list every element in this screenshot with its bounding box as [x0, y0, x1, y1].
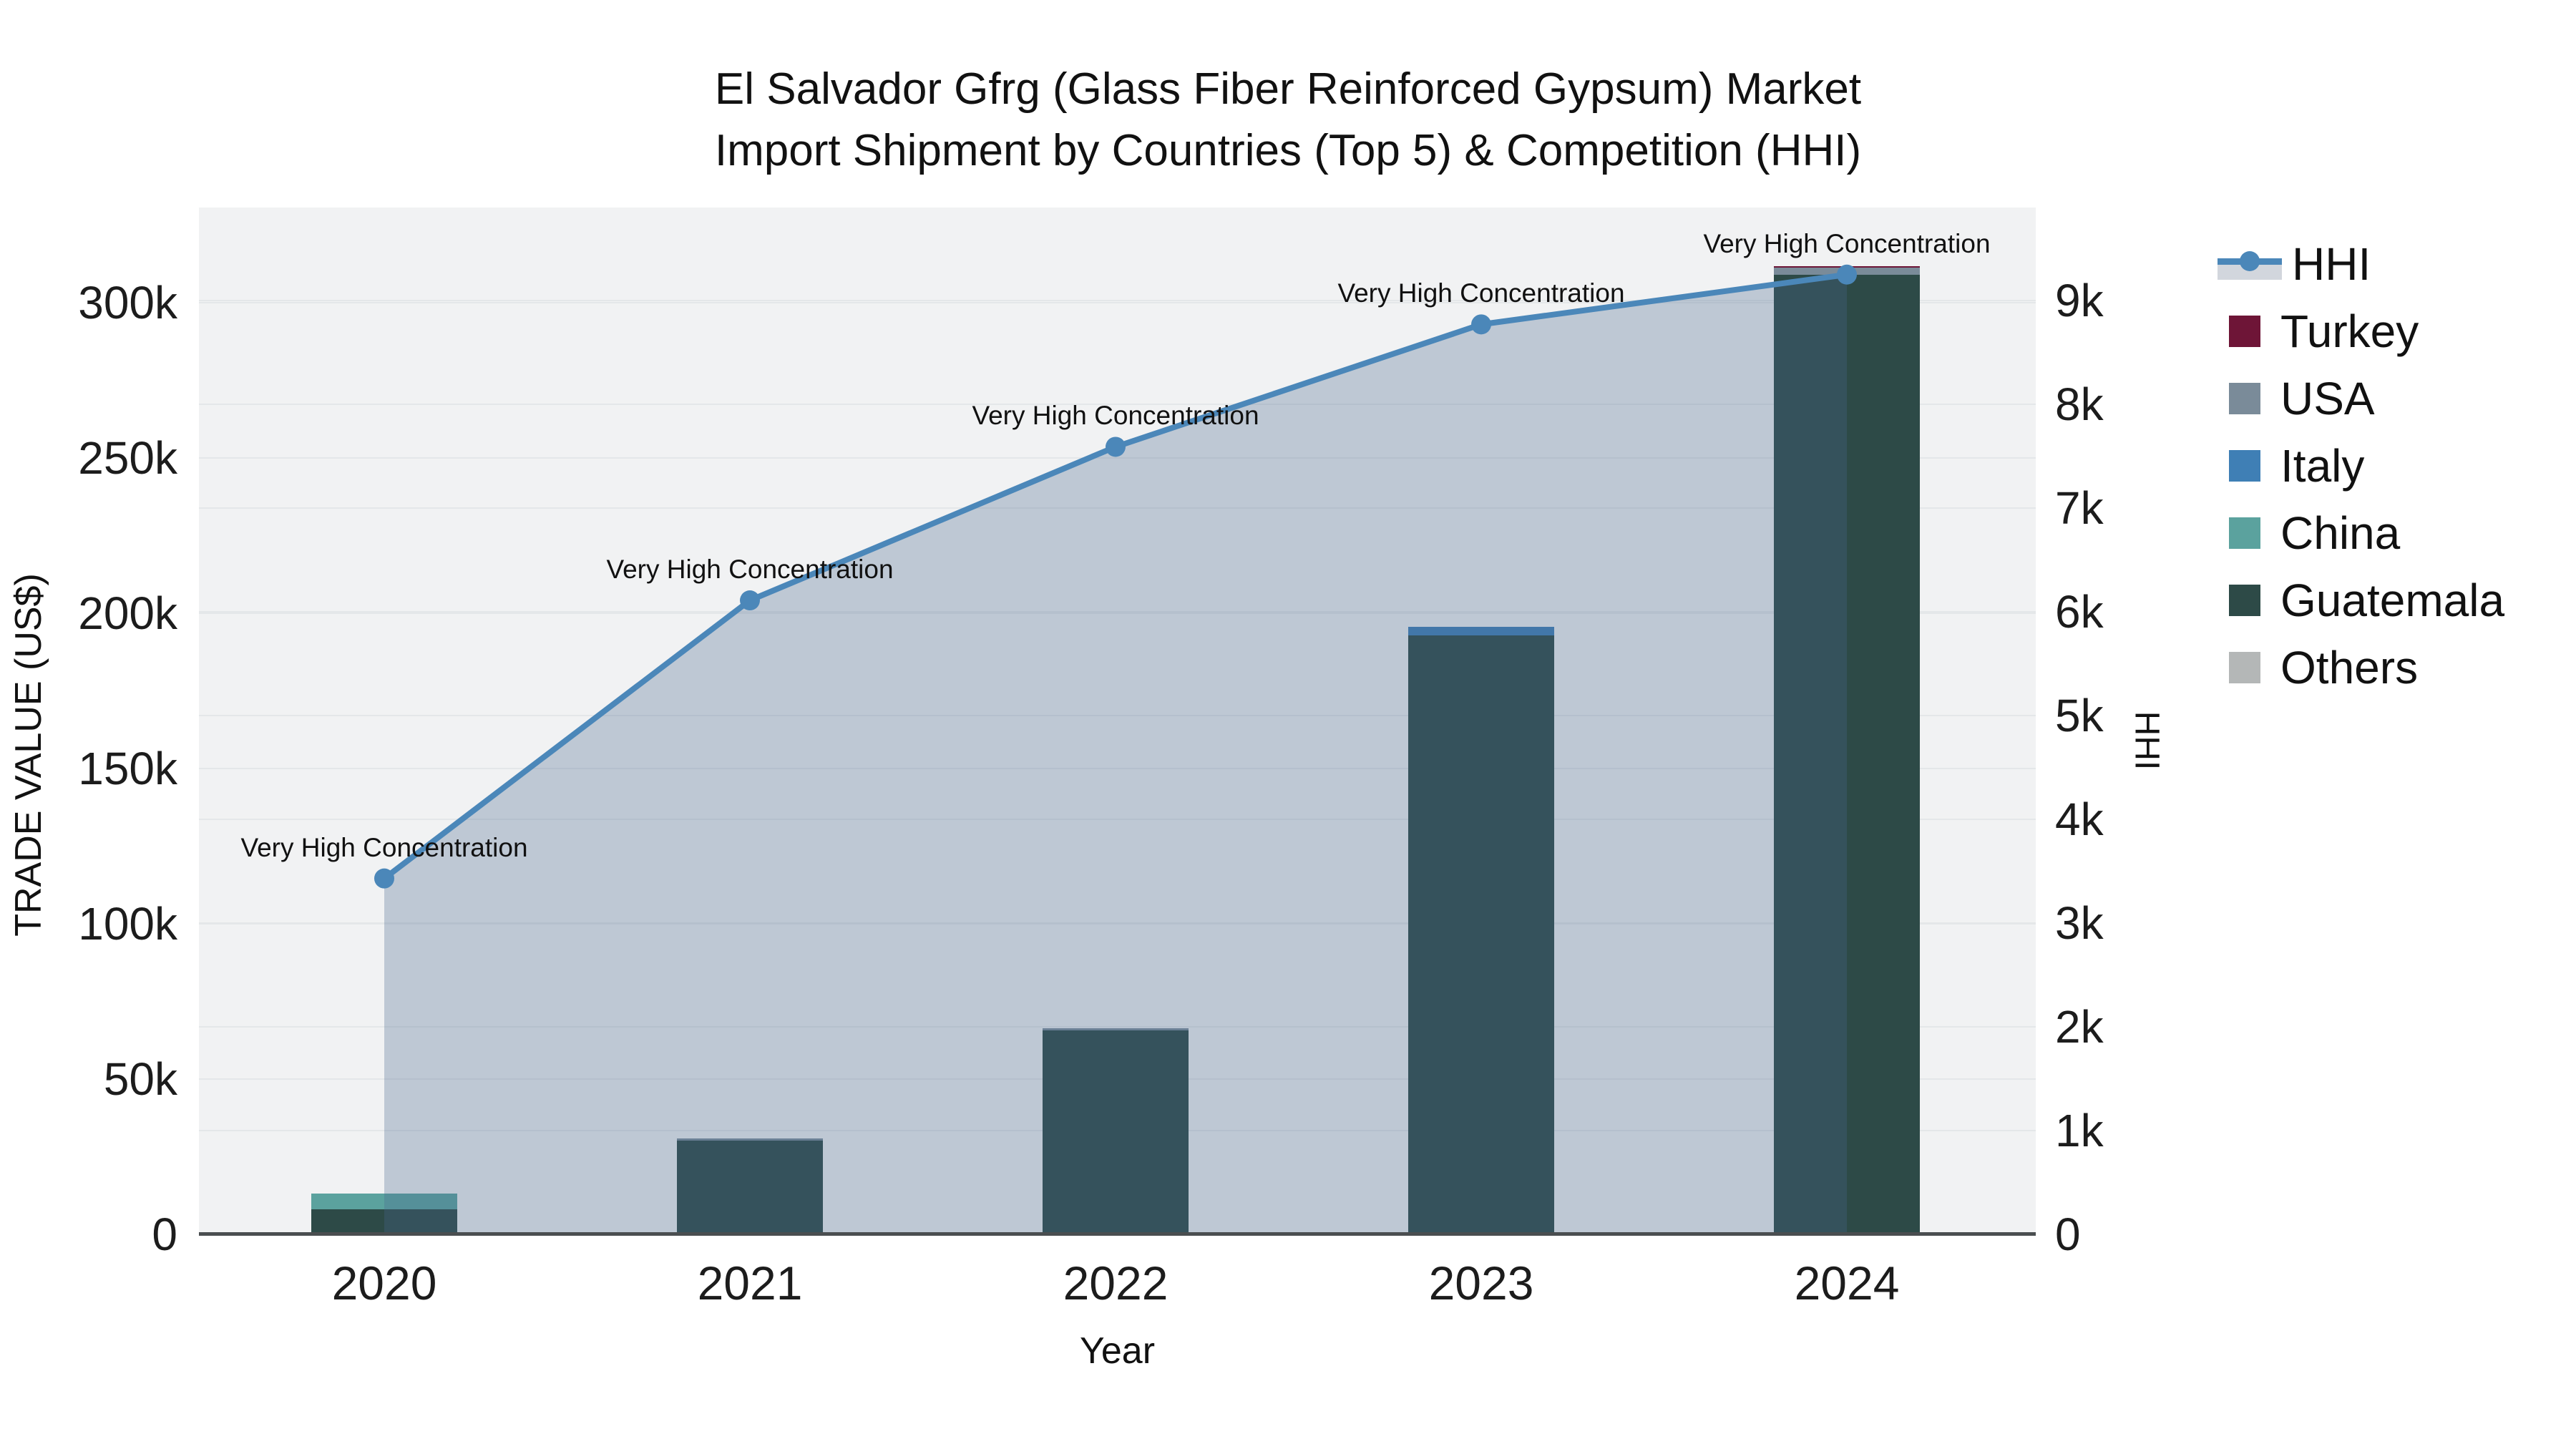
- xtick-2024: 2024: [1794, 1257, 1900, 1309]
- gridline-trade-value: [199, 768, 2036, 769]
- xtick-2021: 2021: [697, 1257, 803, 1309]
- gridline-hhi: [199, 300, 2036, 301]
- bar-segment-usa-2022[interactable]: [1043, 1028, 1189, 1031]
- ytick-right-6k: 6k: [2055, 586, 2104, 638]
- gridline-trade-value: [199, 613, 2036, 614]
- bar-segment-guatemala-2020[interactable]: [311, 1209, 457, 1234]
- gridline-trade-value: [199, 923, 2036, 924]
- legend-item-china[interactable]: China: [2229, 499, 2504, 567]
- legend-label-usa: USA: [2280, 373, 2375, 424]
- bar-segment-guatemala-2023[interactable]: [1408, 635, 1554, 1234]
- ytick-right-2k: 2k: [2055, 1001, 2104, 1053]
- legend-swatch-italy-icon: [2229, 450, 2260, 482]
- hhi-marker-2022[interactable]: [1106, 436, 1126, 457]
- legend-label-others: Others: [2280, 642, 2419, 693]
- ytick-right-1k: 1k: [2055, 1105, 2104, 1156]
- gridline-hhi: [199, 1026, 2036, 1028]
- plot-area: Very High Concentration Very High Concent…: [199, 208, 2036, 1234]
- x-axis-line: [199, 1232, 2036, 1236]
- gridline-hhi: [199, 507, 2036, 509]
- bar-segment-guatemala-2022[interactable]: [1043, 1030, 1189, 1234]
- hhi-marker-2024[interactable]: [1837, 264, 1857, 285]
- hhi-marker-2023[interactable]: [1471, 314, 1491, 335]
- hhi-area-fill: [384, 274, 1847, 1234]
- legend-item-hhi[interactable]: HHI: [2218, 230, 2504, 298]
- xtick-2023: 2023: [1428, 1257, 1534, 1309]
- legend-label-turkey: Turkey: [2280, 306, 2419, 357]
- y-axis-title-right: HHI: [2127, 711, 2166, 771]
- ytick-left-300k: 300k: [78, 277, 177, 328]
- chart-title-line1: El Salvador Gfrg (Glass Fiber Reinforced…: [714, 64, 1862, 114]
- annotation-2024: Very High Concentration: [1703, 228, 1991, 258]
- hhi-legend-sample-icon: [2218, 244, 2282, 284]
- annotation-2020: Very High Concentration: [240, 832, 528, 862]
- ytick-left-100k: 100k: [78, 898, 177, 950]
- gridline-hhi: [199, 715, 2036, 716]
- xtick-2020: 2020: [331, 1257, 437, 1309]
- annotation-2023: Very High Concentration: [1337, 278, 1625, 308]
- legend-item-usa[interactable]: USA: [2229, 365, 2504, 432]
- annotation-2021: Very High Concentration: [606, 555, 894, 585]
- hhi-marker-2020[interactable]: [374, 868, 394, 889]
- chart-title: El Salvador Gfrg (Glass Fiber Reinforced…: [0, 59, 2576, 182]
- legend-label-china: China: [2280, 507, 2401, 559]
- ytick-right-5k: 5k: [2055, 690, 2104, 741]
- legend-item-guatemala[interactable]: Guatemala: [2229, 567, 2504, 634]
- ytick-right-9k: 9k: [2055, 275, 2104, 326]
- hhi-marker-2021[interactable]: [740, 590, 760, 611]
- gridline-trade-value: [199, 457, 2036, 459]
- legend-swatch-others-icon: [2229, 652, 2260, 683]
- hhi-line-layer: [374, 264, 1857, 1234]
- gridline-hhi: [199, 404, 2036, 405]
- bar-segment-guatemala-2021[interactable]: [677, 1141, 823, 1234]
- gridline-hhi: [199, 819, 2036, 820]
- legend-swatch-usa-icon: [2229, 383, 2260, 414]
- legend-item-turkey[interactable]: Turkey: [2229, 298, 2504, 365]
- ytick-left-250k: 250k: [78, 432, 177, 484]
- legend: HHI Turkey USA Italy China Guatemala Others: [2218, 230, 2504, 701]
- gridline-trade-value: [199, 302, 2036, 303]
- ytick-right-4k: 4k: [2055, 794, 2104, 845]
- ytick-right-3k: 3k: [2055, 897, 2104, 949]
- legend-item-italy[interactable]: Italy: [2229, 432, 2504, 499]
- legend-label-guatemala: Guatemala: [2280, 575, 2505, 626]
- xtick-2022: 2022: [1063, 1257, 1169, 1309]
- bar-segment-usa-2021[interactable]: [677, 1138, 823, 1141]
- legend-swatch-china-icon: [2229, 517, 2260, 549]
- bar-segment-guatemala-2024[interactable]: [1774, 274, 1920, 1234]
- legend-item-others[interactable]: Others: [2229, 634, 2504, 701]
- bar-segment-china-2020[interactable]: [311, 1194, 457, 1209]
- ytick-left-150k: 150k: [78, 743, 177, 794]
- ytick-left-0: 0: [152, 1209, 177, 1260]
- legend-label-hhi: HHI: [2292, 238, 2371, 290]
- x-axis-title: Year: [1079, 1330, 1156, 1372]
- ytick-right-8k: 8k: [2055, 379, 2104, 430]
- ytick-right-7k: 7k: [2055, 482, 2104, 534]
- bar-segment-italy-2023[interactable]: [1408, 626, 1554, 635]
- gridline-hhi: [199, 611, 2036, 613]
- ytick-right-0: 0: [2055, 1209, 2081, 1260]
- ytick-left-50k: 50k: [103, 1053, 177, 1105]
- chart-title-line2: Import Shipment by Countries (Top 5) & C…: [714, 126, 1862, 175]
- ytick-left-200k: 200k: [78, 587, 177, 639]
- y-axis-title-left: TRADE VALUE (US$): [8, 573, 49, 937]
- legend-swatch-turkey-icon: [2229, 316, 2260, 347]
- legend-label-italy: Italy: [2280, 440, 2365, 492]
- legend-swatch-guatemala-icon: [2229, 585, 2260, 616]
- annotation-2022: Very High Concentration: [972, 401, 1259, 431]
